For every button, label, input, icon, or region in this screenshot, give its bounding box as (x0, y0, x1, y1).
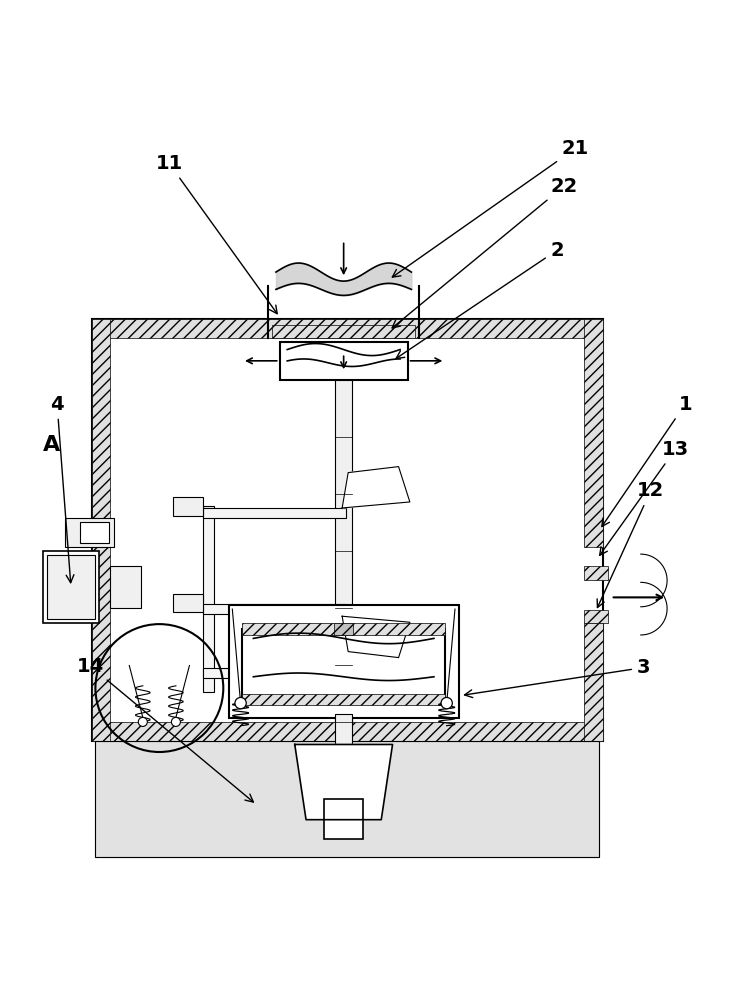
Text: 11: 11 (156, 154, 277, 314)
Bar (91, 722, 603, 741)
Bar (203, 604, 346, 614)
Bar (584, 610, 608, 623)
Text: 12: 12 (597, 481, 664, 608)
Text: 3: 3 (464, 658, 651, 698)
Bar (242, 629, 445, 701)
Text: 1: 1 (602, 395, 692, 527)
Bar (91, 319, 603, 741)
Bar (47, 555, 95, 619)
Text: 22: 22 (392, 177, 578, 328)
Circle shape (441, 697, 452, 709)
Bar (334, 623, 353, 635)
Bar (80, 522, 109, 543)
Bar (203, 506, 214, 692)
Bar (91, 319, 603, 338)
Bar (66, 518, 114, 547)
Bar (95, 741, 599, 857)
Bar (229, 605, 459, 718)
Bar (279, 342, 408, 380)
Bar (110, 566, 140, 608)
Text: 4: 4 (51, 395, 74, 583)
Bar (173, 594, 203, 612)
Circle shape (138, 717, 147, 726)
Text: 21: 21 (393, 139, 589, 277)
Circle shape (171, 717, 180, 726)
Bar (584, 623, 603, 741)
Bar (91, 319, 110, 741)
Text: 14: 14 (76, 657, 254, 802)
Text: A: A (43, 435, 60, 455)
Bar (324, 799, 363, 838)
Text: 13: 13 (599, 440, 689, 555)
Circle shape (235, 697, 246, 709)
Bar (335, 380, 352, 722)
Polygon shape (294, 744, 393, 820)
Polygon shape (95, 741, 599, 857)
Bar (203, 508, 346, 518)
Polygon shape (342, 467, 410, 508)
Bar (242, 623, 445, 635)
Bar (273, 325, 415, 338)
Bar (203, 668, 346, 678)
Bar (335, 714, 352, 744)
Text: 2: 2 (396, 241, 564, 358)
Bar (584, 566, 608, 580)
Bar (584, 319, 603, 547)
Bar (242, 694, 445, 705)
Bar (173, 497, 203, 516)
Bar (43, 551, 99, 623)
Polygon shape (342, 616, 410, 658)
